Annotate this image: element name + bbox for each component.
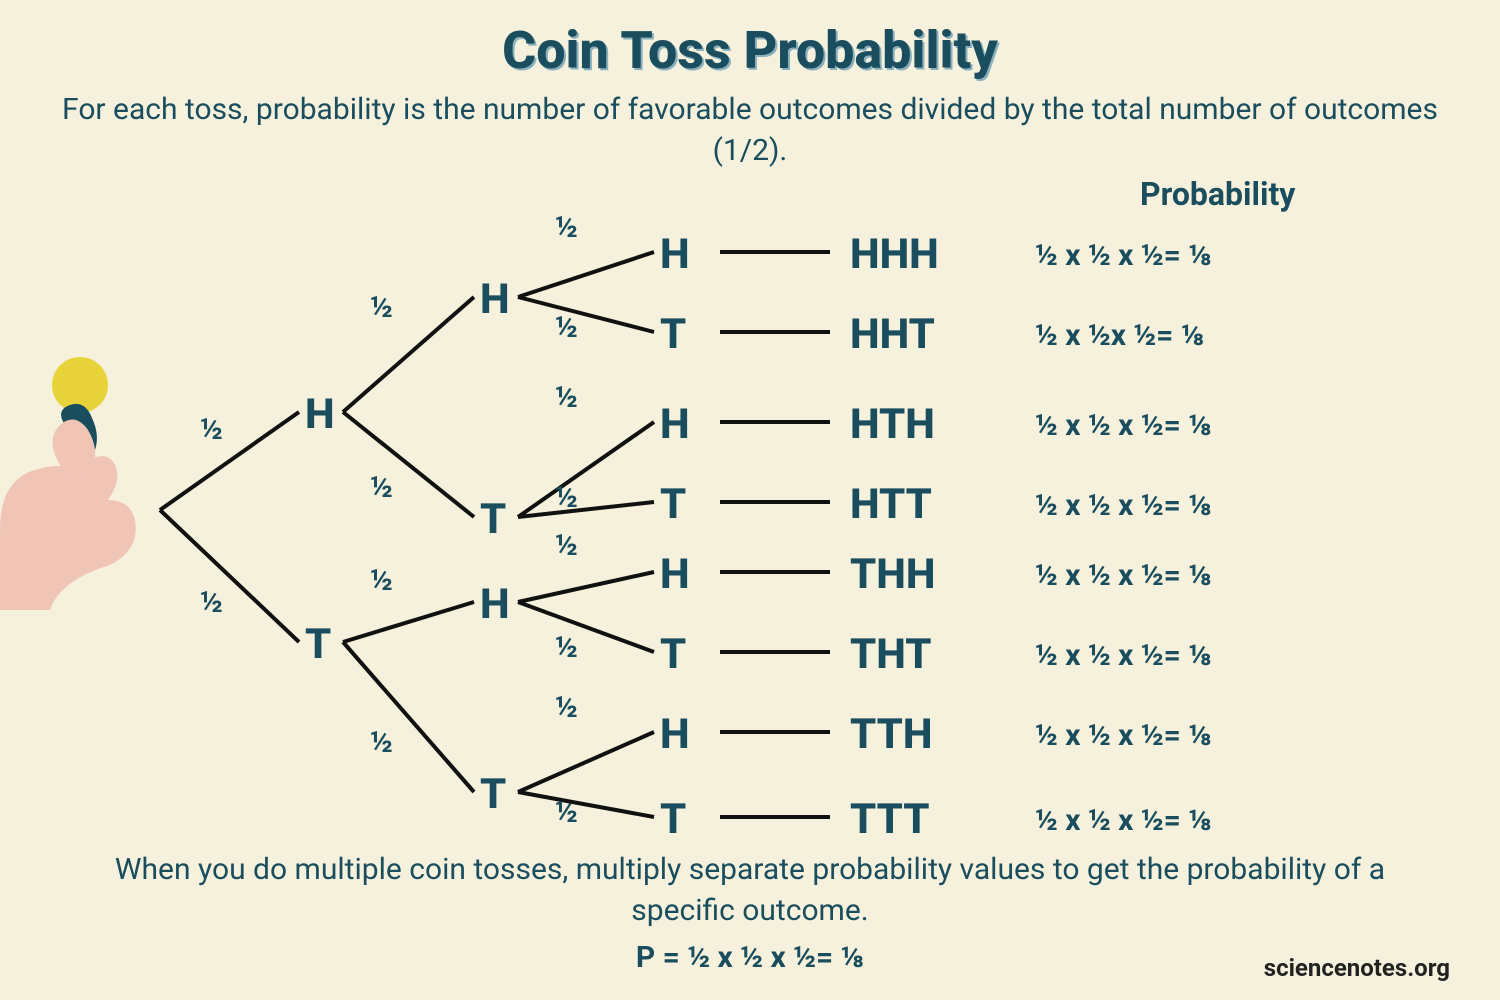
outcome-HTH: HTH (850, 400, 935, 449)
node-l1-H: H (305, 390, 335, 439)
outcome-THT: THT (850, 630, 932, 679)
hand-icon (0, 350, 180, 610)
formula-4: ½ x ½ x ½= ⅛ (1035, 558, 1212, 593)
node-l3-H: H (660, 230, 690, 279)
branch-line (518, 792, 654, 817)
branch-line (343, 642, 474, 792)
node-l3-T: T (660, 795, 686, 844)
formula-5: ½ x ½ x ½= ⅛ (1035, 638, 1212, 673)
node-l2-H: H (480, 275, 510, 324)
outcome-TTH: TTH (850, 710, 932, 759)
frac-l2: ½ (370, 725, 393, 760)
node-l3-T: T (660, 480, 686, 529)
outcome-HHH: HHH (850, 230, 939, 279)
frac-l1: ½ (200, 412, 223, 447)
formula-2: ½ x ½ x ½= ⅛ (1035, 408, 1212, 443)
watermark: sciencenotes.org (1264, 954, 1450, 982)
frac-l3: ½ (555, 310, 578, 345)
node-l3-H: H (660, 710, 690, 759)
frac-l3: ½ (555, 630, 578, 665)
node-l1-T: T (305, 620, 331, 669)
subtitle: For each toss, probability is the number… (0, 90, 1500, 171)
frac-l3: ½ (555, 795, 578, 830)
hand-palm-icon (0, 456, 136, 610)
frac-l3: ½ (555, 210, 578, 245)
branch-line (518, 252, 654, 297)
frac-l3: ½ (555, 380, 578, 415)
branch-line (160, 412, 299, 510)
outcome-TTT: TTT (850, 795, 929, 844)
formula-0: ½ x ½ x ½= ⅛ (1035, 238, 1212, 273)
node-l2-H: H (480, 580, 510, 629)
branch-line (343, 297, 474, 412)
node-l2-T: T (480, 495, 506, 544)
branch-line (518, 572, 654, 602)
node-l3-H: H (660, 550, 690, 599)
branch-line (343, 602, 474, 642)
frac-l2: ½ (370, 470, 393, 505)
node-l3-T: T (660, 310, 686, 359)
frac-l2: ½ (370, 563, 393, 598)
node-l3-T: T (660, 630, 686, 679)
page-title: Coin Toss Probability (502, 20, 998, 81)
frac-l3: ½ (555, 480, 578, 515)
formula-3: ½ x ½ x ½= ⅛ (1035, 488, 1212, 523)
frac-l3: ½ (555, 528, 578, 563)
branch-line (518, 297, 654, 332)
node-l2-T: T (480, 770, 506, 819)
outcome-HHT: HHT (850, 310, 935, 359)
frac-l2: ½ (370, 290, 393, 325)
node-l3-H: H (660, 400, 690, 449)
outcome-THH: THH (850, 550, 935, 599)
branch-line (518, 602, 654, 652)
frac-l1: ½ (200, 585, 223, 620)
formula-7: ½ x ½ x ½= ⅛ (1035, 803, 1212, 838)
formula-1: ½ x ½x ½= ⅛ (1035, 318, 1204, 353)
branch-line (160, 510, 299, 642)
tree-lines (0, 180, 1500, 840)
bottom-description: When you do multiple coin tosses, multip… (0, 850, 1500, 931)
tree-diagram: H½T½H½T½H½T½H½HHH½ x ½ x ½= ⅛T½HHT½ x ½x… (0, 180, 1500, 840)
branch-line (518, 732, 654, 792)
branch-line (343, 412, 474, 517)
outcome-HTT: HTT (850, 480, 932, 529)
frac-l3: ½ (555, 690, 578, 725)
formula-6: ½ x ½ x ½= ⅛ (1035, 718, 1212, 753)
